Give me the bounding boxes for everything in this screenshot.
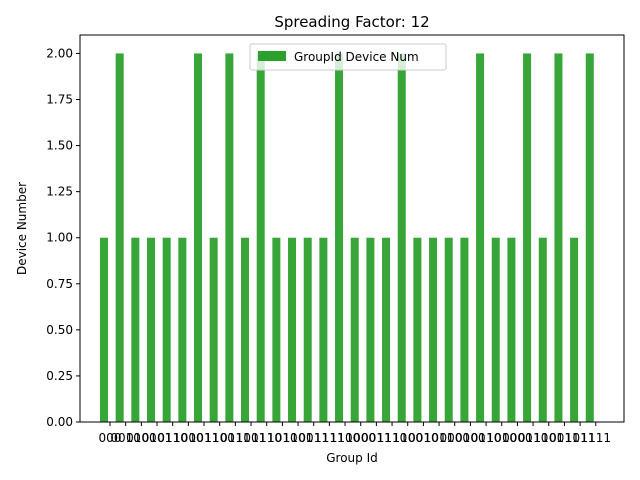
bar: [397, 53, 406, 423]
x-tick-label: 1011: [424, 431, 455, 445]
x-tick-label: 1010: [267, 431, 298, 445]
x-tick-label: 0100: [126, 431, 157, 445]
x-tick-label: 0110: [157, 431, 188, 445]
x-tick-label: 1101: [283, 431, 314, 445]
bar: [178, 237, 187, 422]
bar: [319, 237, 328, 422]
y-tick-label: 0.00: [46, 415, 73, 429]
legend: GroupId Device Num: [249, 43, 447, 71]
x-tick-label: 1001: [236, 431, 267, 445]
x-tick-label: 1111: [314, 431, 345, 445]
x-tick-label: 1111: [580, 431, 611, 445]
chart-title: Spreading Factor: 12: [274, 13, 429, 31]
x-tick-label: 1010: [486, 431, 517, 445]
x-tick-label: 0010: [408, 431, 439, 445]
y-tick-label: 0.50: [46, 323, 73, 337]
bar: [554, 53, 563, 423]
y-axis-label: Device Number: [15, 182, 29, 275]
bar: [256, 53, 265, 423]
x-tick-label: 1110: [377, 431, 408, 445]
y-tick-label: 1.75: [46, 93, 73, 107]
y-tick-label: 1.00: [46, 231, 73, 245]
y-tick-label: 0.75: [46, 277, 73, 291]
x-tick-label: 1000: [173, 431, 204, 445]
x-tick-label: 0101: [142, 431, 173, 445]
bar: [147, 237, 156, 422]
legend-label: GroupId Device Num: [294, 50, 419, 64]
bar: [100, 237, 108, 422]
bar: [366, 237, 375, 422]
bar: [523, 53, 532, 423]
bar: [538, 237, 547, 422]
x-tick-label: 1100: [204, 431, 235, 445]
bar: [303, 237, 312, 422]
bar: [335, 53, 344, 423]
bar: [209, 237, 218, 422]
bar: [241, 237, 250, 422]
legend-box: [249, 43, 447, 71]
legend-swatch: [258, 51, 286, 61]
y-tick-label: 0.25: [46, 369, 73, 383]
bar: [350, 237, 359, 422]
plot-area: [100, 53, 594, 423]
x-tick-label: 0100: [455, 431, 486, 445]
x-tick-label: 000: [99, 431, 122, 445]
bar: [476, 53, 485, 423]
y-axis: 0.00 0.25 0.50 0.75 1.00 1.25 1.50 1.75 2.00: [46, 46, 80, 429]
bar: [585, 53, 594, 423]
y-tick-label: 1.25: [46, 185, 73, 199]
x-axis-label: Group Id: [326, 451, 378, 465]
x-tick-label: 1000: [345, 431, 376, 445]
bar: [194, 53, 203, 423]
x-tick-label: 1110: [251, 431, 282, 445]
bar: [491, 237, 500, 422]
x-tick-label: 1011: [565, 431, 596, 445]
y-tick-label: 1.50: [46, 139, 73, 153]
x-tick-label: 0111: [220, 431, 251, 445]
bar: [507, 237, 516, 422]
bar: [429, 237, 438, 422]
x-tick-label: 0011: [361, 431, 392, 445]
x-tick-label: 0011: [298, 431, 329, 445]
x-tick-label: 1101: [533, 431, 564, 445]
x-tick-label: 0010: [110, 431, 141, 445]
bar: [288, 237, 297, 422]
bar: [162, 237, 171, 422]
x-tick-label: 0011: [549, 431, 580, 445]
bar: [225, 53, 234, 423]
bar: [115, 53, 124, 423]
x-tick-label: 0000: [502, 431, 533, 445]
y-tick-label: 2.00: [46, 46, 73, 60]
bar: [444, 237, 453, 422]
bar: [413, 237, 422, 422]
x-tick-label: 0110: [471, 431, 502, 445]
bar: [272, 237, 281, 422]
x-tick-label: 1011: [189, 431, 220, 445]
bar: [131, 237, 140, 422]
bar: [460, 237, 469, 422]
x-tick-label: 1100: [330, 431, 361, 445]
bar: [382, 237, 391, 422]
bar: [570, 237, 579, 422]
x-tick-label: 1100: [392, 431, 423, 445]
x-tick-label: 0110: [518, 431, 549, 445]
plot-frame: [79, 34, 625, 423]
x-axis: 0000010010001010110100010111100011110011…: [99, 422, 611, 445]
x-tick-label: 0000: [439, 431, 470, 445]
